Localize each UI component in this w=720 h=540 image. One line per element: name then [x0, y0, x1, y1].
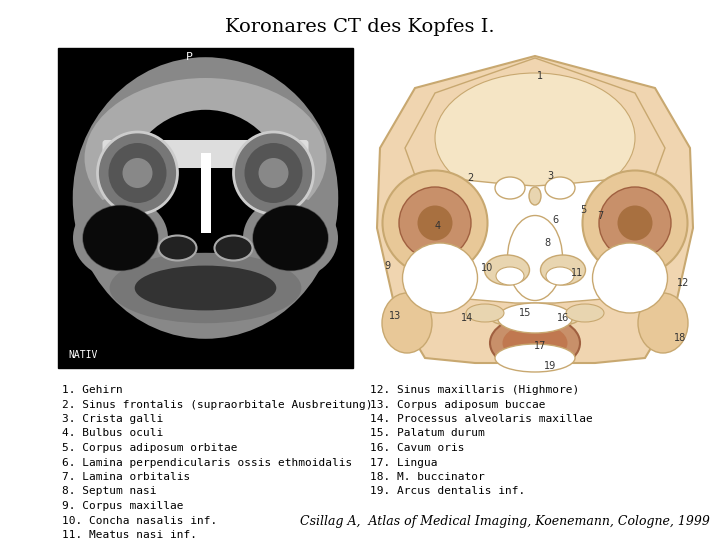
Text: 12: 12	[677, 278, 689, 288]
Text: 3. Crista galli: 3. Crista galli	[62, 414, 163, 424]
Text: Csillag A,  Atlas of Medical Imaging, Koenemann, Cologne, 1999: Csillag A, Atlas of Medical Imaging, Koe…	[300, 515, 710, 528]
Ellipse shape	[382, 171, 487, 275]
Text: P: P	[186, 52, 192, 62]
Ellipse shape	[125, 110, 287, 276]
Text: 1: 1	[537, 71, 543, 81]
Text: 1. Gehirn: 1. Gehirn	[62, 385, 122, 395]
Text: 18. M. buccinator: 18. M. buccinator	[370, 472, 485, 482]
Text: 19: 19	[544, 361, 556, 371]
Ellipse shape	[83, 206, 158, 271]
Text: 11. Meatus nasi inf.: 11. Meatus nasi inf.	[62, 530, 197, 540]
Ellipse shape	[618, 206, 652, 240]
Text: 5: 5	[580, 205, 586, 215]
Ellipse shape	[382, 293, 432, 353]
Ellipse shape	[253, 206, 328, 271]
Text: 11: 11	[571, 268, 583, 278]
Ellipse shape	[593, 243, 667, 313]
Ellipse shape	[158, 235, 197, 260]
Ellipse shape	[435, 73, 635, 203]
Text: 18: 18	[674, 333, 686, 343]
Ellipse shape	[503, 324, 567, 362]
Ellipse shape	[495, 344, 575, 372]
Ellipse shape	[233, 132, 313, 214]
Text: 13: 13	[389, 311, 401, 321]
Text: NATIV: NATIV	[68, 350, 97, 360]
Text: 14. Processus alveolaris maxillae: 14. Processus alveolaris maxillae	[370, 414, 593, 424]
Text: 10. Concha nasalis inf.: 10. Concha nasalis inf.	[62, 516, 217, 525]
Ellipse shape	[97, 132, 178, 214]
Text: 12. Sinus maxillaris (Highmore): 12. Sinus maxillaris (Highmore)	[370, 385, 580, 395]
Ellipse shape	[215, 235, 253, 260]
Ellipse shape	[73, 197, 168, 279]
Ellipse shape	[545, 177, 575, 199]
Ellipse shape	[243, 197, 338, 279]
Text: 8: 8	[544, 238, 550, 248]
Text: 6. Lamina perpendicularis ossis ethmoidalis: 6. Lamina perpendicularis ossis ethmoida…	[62, 457, 352, 468]
Ellipse shape	[490, 308, 580, 328]
Text: 17: 17	[534, 341, 546, 351]
Text: 15: 15	[519, 308, 531, 318]
Text: 13. Corpus adiposum buccae: 13. Corpus adiposum buccae	[370, 400, 546, 409]
Ellipse shape	[495, 177, 525, 199]
Ellipse shape	[638, 293, 688, 353]
Text: 10: 10	[481, 263, 493, 273]
Polygon shape	[405, 178, 665, 303]
Text: 17. Lingua: 17. Lingua	[370, 457, 438, 468]
Text: 6: 6	[552, 215, 558, 225]
FancyBboxPatch shape	[102, 140, 308, 168]
Text: 9: 9	[384, 261, 390, 271]
Text: 2. Sinus frontalis (supraorbitale Ausbreitung): 2. Sinus frontalis (supraorbitale Ausbre…	[62, 400, 372, 409]
Ellipse shape	[529, 187, 541, 205]
Ellipse shape	[490, 315, 580, 370]
Ellipse shape	[109, 143, 166, 203]
Text: 8. Septum nasi: 8. Septum nasi	[62, 487, 156, 496]
Ellipse shape	[109, 253, 302, 323]
Ellipse shape	[496, 267, 524, 285]
Ellipse shape	[73, 57, 338, 339]
Ellipse shape	[582, 171, 688, 275]
Text: 16: 16	[557, 313, 569, 323]
Polygon shape	[405, 58, 665, 220]
Ellipse shape	[485, 255, 529, 285]
Text: 14: 14	[461, 313, 473, 323]
Text: 9. Corpus maxillae: 9. Corpus maxillae	[62, 501, 184, 511]
Ellipse shape	[245, 143, 302, 203]
Ellipse shape	[83, 206, 158, 271]
Text: 16. Cavum oris: 16. Cavum oris	[370, 443, 464, 453]
Ellipse shape	[253, 206, 328, 271]
Text: 7. Lamina orbitalis: 7. Lamina orbitalis	[62, 472, 190, 482]
Text: 7: 7	[597, 211, 603, 221]
Text: 4: 4	[435, 221, 441, 231]
Bar	[365, 48, 705, 368]
Text: 5. Corpus adiposum orbitae: 5. Corpus adiposum orbitae	[62, 443, 238, 453]
Ellipse shape	[84, 78, 326, 238]
Ellipse shape	[399, 187, 471, 259]
Ellipse shape	[122, 158, 153, 188]
Ellipse shape	[541, 255, 585, 285]
Ellipse shape	[599, 187, 671, 259]
Ellipse shape	[566, 304, 604, 322]
Ellipse shape	[258, 158, 289, 188]
Ellipse shape	[135, 266, 276, 310]
Ellipse shape	[418, 206, 452, 240]
Text: 15. Palatum durum: 15. Palatum durum	[370, 429, 485, 438]
Ellipse shape	[466, 304, 504, 322]
Ellipse shape	[546, 267, 574, 285]
Bar	[58, 48, 353, 368]
Bar	[200, 153, 210, 233]
Ellipse shape	[498, 303, 572, 333]
Ellipse shape	[508, 215, 562, 300]
Text: 19. Arcus dentalis inf.: 19. Arcus dentalis inf.	[370, 487, 526, 496]
Text: 2: 2	[467, 173, 473, 183]
Text: Koronares CT des Kopfes I.: Koronares CT des Kopfes I.	[225, 18, 495, 36]
Text: 3: 3	[547, 171, 553, 181]
Polygon shape	[377, 56, 693, 363]
Text: 4. Bulbus oculi: 4. Bulbus oculi	[62, 429, 163, 438]
Ellipse shape	[402, 243, 477, 313]
